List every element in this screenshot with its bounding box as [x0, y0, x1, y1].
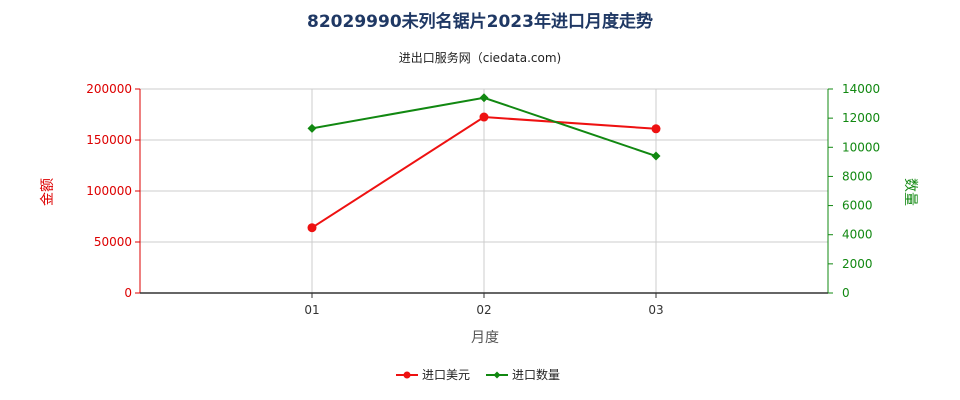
right-axis-tick-label: 6000 [842, 199, 873, 213]
x-axis-tick-label: 03 [648, 303, 663, 317]
legend-label: 进口数量 [512, 367, 560, 382]
left-axis-ticks: 0 50000 100000 150000 200000 [86, 82, 140, 300]
grid [140, 88, 828, 293]
data-point [307, 123, 317, 133]
data-point [651, 151, 661, 161]
chart-title: 82029990未列名锯片2023年进口月度走势 [307, 11, 653, 32]
right-axis-tick-label: 10000 [842, 140, 880, 154]
left-axis-tick-label: 50000 [94, 235, 132, 249]
right-axis-tick-label: 4000 [842, 228, 873, 242]
x-axis-tick-label: 02 [476, 303, 491, 317]
left-axis-tick-label: 0 [124, 286, 132, 300]
left-axis-tick-label: 100000 [86, 184, 132, 198]
chart-subtitle: 进出口服务网（ciedata.com) [399, 50, 561, 65]
x-axis-ticks: 01 02 03 [304, 293, 664, 317]
x-axis-tick-label: 01 [304, 303, 319, 317]
left-axis-tick-label: 200000 [86, 82, 132, 96]
right-axis-tick-label: 2000 [842, 257, 873, 271]
y-axis-left-label: 金额 [40, 178, 56, 206]
right-axis-tick-label: 12000 [842, 111, 880, 125]
data-point [651, 124, 661, 134]
legend-marker [403, 371, 411, 379]
data-point [307, 223, 317, 233]
right-axis-tick-label: 14000 [842, 82, 880, 96]
y-axis-right-label: 数量 [902, 178, 918, 206]
series-layer [307, 93, 661, 233]
right-axis-tick-label: 0 [842, 286, 850, 300]
legend: 进口美元 进口数量 [396, 367, 560, 382]
right-axis-tick-label: 8000 [842, 169, 873, 183]
right-axis-ticks: 0 2000 4000 6000 8000 10000 12000 14000 [828, 82, 880, 300]
legend-label: 进口美元 [422, 368, 470, 382]
data-point [479, 112, 489, 122]
data-point [479, 93, 489, 103]
left-axis-tick-label: 150000 [86, 133, 132, 147]
x-axis-label: 月度 [471, 330, 499, 346]
legend-marker [493, 371, 501, 379]
